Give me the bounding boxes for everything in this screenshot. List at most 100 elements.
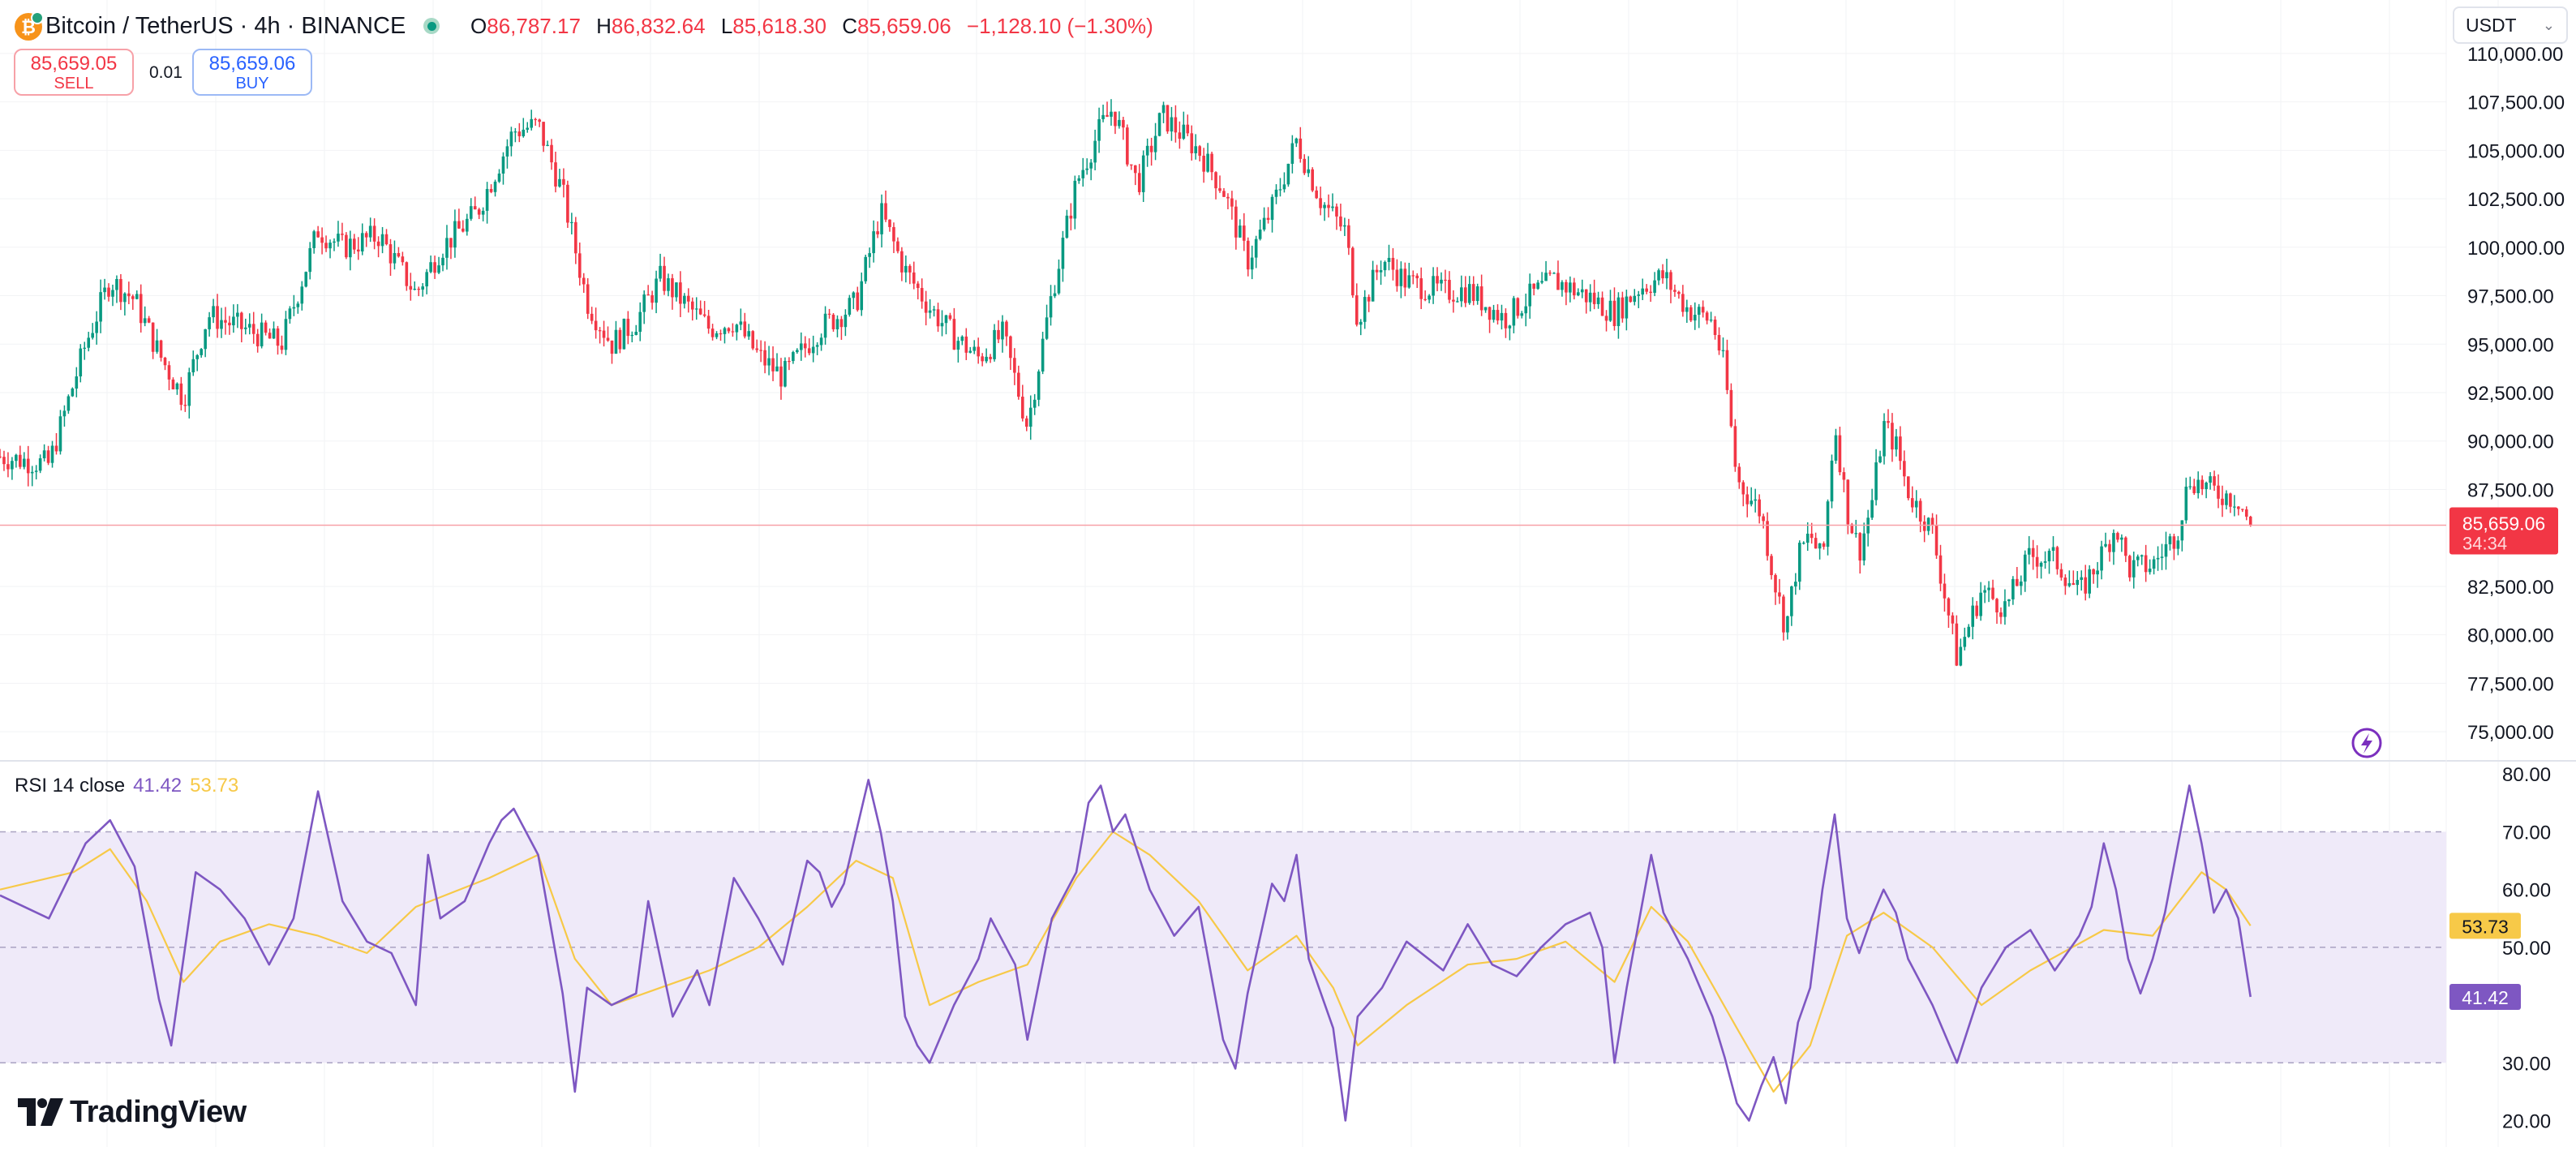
candle-body	[200, 349, 203, 355]
candle-body	[1520, 313, 1524, 316]
candle-body	[960, 336, 964, 341]
candle-body	[1665, 272, 1668, 279]
candle-body	[1910, 498, 1914, 508]
candle-body	[2124, 537, 2127, 556]
candle-body	[1327, 204, 1330, 208]
candle-body	[280, 346, 284, 350]
candle-body	[1914, 500, 1918, 508]
candle-body	[534, 118, 537, 121]
rsi-value-box	[2449, 983, 2521, 1010]
candle-body	[1395, 269, 1399, 286]
candle-body	[1432, 276, 1435, 296]
candle-body	[2156, 557, 2160, 560]
candle-body	[1741, 482, 1745, 495]
candle-body	[590, 313, 594, 321]
tradingview-logo[interactable]: TradingView	[18, 1095, 247, 1129]
candle-body	[509, 131, 513, 147]
candle-body	[598, 330, 602, 332]
candle-body	[698, 308, 702, 315]
candle-body	[1701, 307, 1705, 313]
candle-body	[1814, 538, 1818, 549]
candle-body	[1955, 623, 1959, 666]
candle-body	[1250, 257, 1254, 270]
candle-body	[1854, 533, 1858, 535]
candle-body	[1508, 325, 1512, 329]
candle-body	[1387, 257, 1391, 262]
candle-body	[2059, 569, 2063, 578]
change-value: −1,128.10 (−1.30%)	[966, 14, 1153, 38]
candle-body	[2027, 548, 2031, 555]
tradingview-logo-icon	[18, 1098, 63, 1126]
candle-body	[686, 295, 690, 302]
candle-body	[1005, 321, 1008, 337]
candle-body	[1500, 312, 1504, 321]
candle-body	[675, 282, 678, 298]
candle-body	[1089, 162, 1093, 169]
candle-body	[1009, 336, 1012, 359]
candle-body	[1556, 273, 1560, 290]
candle-body	[1001, 321, 1004, 340]
market-status-icon[interactable]	[423, 18, 440, 34]
candle-body	[2092, 569, 2095, 575]
candle-body	[1580, 289, 1584, 293]
rsi-title[interactable]: RSI 14 close	[15, 775, 126, 797]
candle-body	[1878, 456, 1882, 463]
candle-body	[1133, 165, 1137, 174]
candle-body	[936, 309, 940, 327]
close-value: 85,659.06	[857, 14, 951, 38]
candle-body	[493, 181, 497, 192]
candle-body	[1790, 586, 1793, 616]
candle-body	[38, 457, 42, 471]
candle-body	[179, 383, 183, 406]
candle-body	[1013, 358, 1016, 373]
candle-body	[2016, 578, 2019, 586]
candle-body	[1524, 306, 1528, 314]
price-tick-label: 107,500.00	[2467, 92, 2565, 114]
candle-body	[679, 282, 682, 304]
candle-body	[337, 234, 340, 242]
buy-button[interactable]: 85,659.06 BUY	[192, 49, 312, 96]
candle-body	[1661, 270, 1664, 279]
candle-body	[1612, 300, 1616, 326]
candle-body	[852, 292, 856, 298]
candle-body	[1351, 247, 1355, 296]
candle-body	[888, 219, 891, 227]
candle-body	[268, 333, 272, 339]
symbol-title[interactable]: Bitcoin / TetherUS · 4h · BINANCE	[45, 13, 406, 39]
candle-body	[1456, 301, 1459, 303]
candle-body	[296, 303, 300, 307]
candle-body	[856, 292, 860, 311]
currency-select[interactable]: USDT ⌄	[2453, 6, 2568, 44]
candle-body	[462, 228, 465, 232]
candle-body	[2217, 485, 2220, 499]
candle-body	[1299, 138, 1303, 159]
candle-body	[614, 329, 618, 354]
candle-body	[839, 319, 844, 328]
candle-body	[1061, 238, 1065, 269]
candle-body	[1750, 500, 1754, 505]
candle-body	[389, 244, 393, 264]
sell-button[interactable]: 85,659.05 SELL	[14, 49, 134, 96]
candle-body	[1999, 612, 2003, 617]
candle-body	[872, 231, 875, 254]
candle-body	[360, 233, 364, 251]
candle-body	[1444, 279, 1447, 281]
candle-body	[1463, 287, 1467, 303]
candle-body	[349, 238, 352, 258]
candle-body	[2039, 562, 2043, 567]
candle-body	[977, 346, 980, 357]
candle-body	[1516, 298, 1520, 316]
candle-body	[1149, 145, 1153, 152]
candle-body	[864, 256, 867, 281]
candle-body	[1649, 291, 1652, 293]
candle-body	[1081, 170, 1085, 178]
candle-body	[1685, 307, 1689, 312]
candle-body	[413, 289, 417, 290]
candle-body	[71, 389, 75, 397]
candle-body	[655, 278, 658, 303]
candle-body	[1967, 626, 1971, 638]
candle-body	[659, 265, 662, 279]
candle-body	[1725, 350, 1729, 390]
price-tick-label: 105,000.00	[2467, 140, 2565, 162]
